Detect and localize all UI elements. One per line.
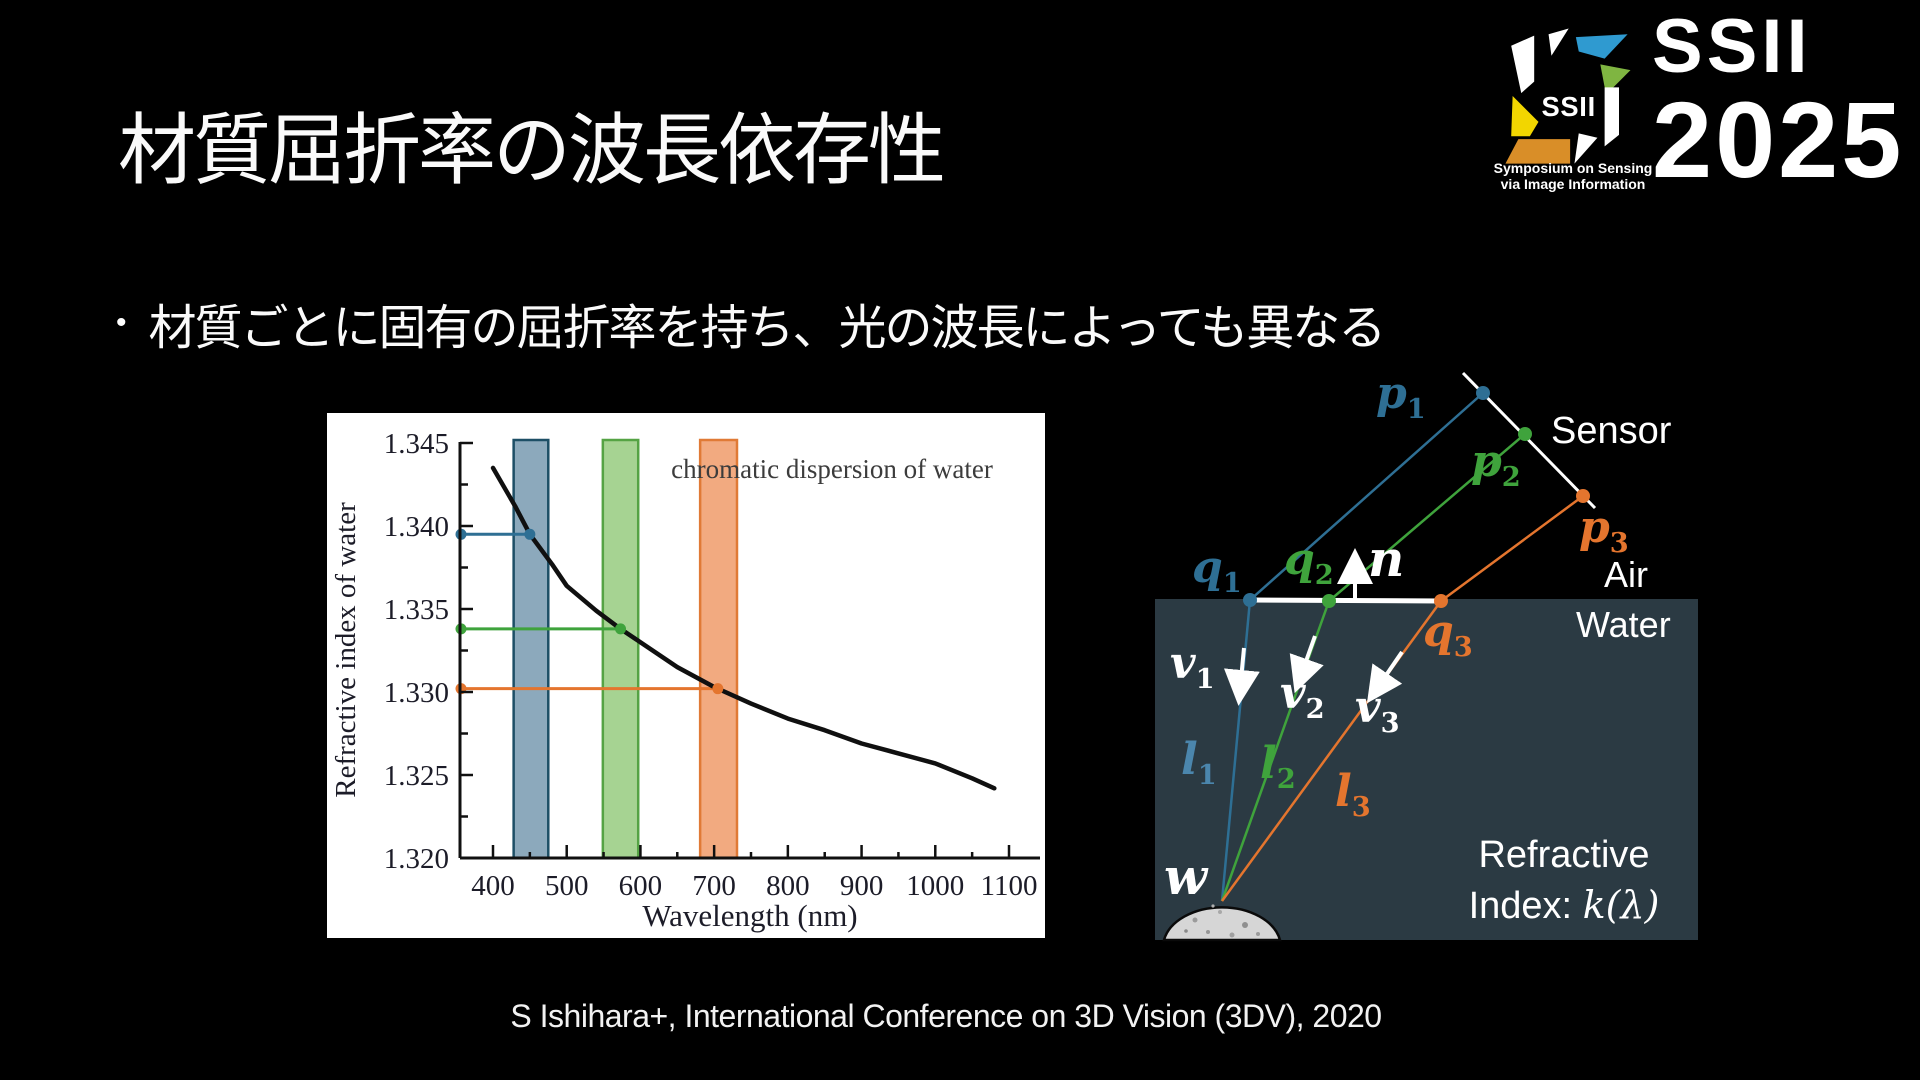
label-w: w — [1164, 847, 1208, 906]
dispersion-plot: 1.345 1.340 1.335 1.330 1.325 1.320 400 500 600 7… — [330, 428, 1040, 933]
label-v2: v2 — [1280, 668, 1325, 725]
svg-text:1.340: 1.340 — [384, 511, 449, 543]
air-label: Air — [1604, 554, 1648, 595]
ray-p3 — [1440, 494, 1584, 603]
svg-text:500: 500 — [545, 870, 589, 902]
water-label: Water — [1576, 604, 1671, 645]
logo-2025-text: 2025 — [1652, 78, 1905, 200]
svg-text:700: 700 — [692, 870, 736, 902]
svg-text:1000: 1000 — [906, 870, 964, 902]
ray-l3 — [1220, 600, 1443, 902]
svg-text:1.335: 1.335 — [384, 594, 449, 626]
label-q3: q3 — [1423, 606, 1473, 663]
logo-tagline: Symposium on Sensing via Image Informati… — [1493, 160, 1653, 192]
svg-text:1100: 1100 — [981, 870, 1038, 902]
svg-text:400: 400 — [471, 870, 515, 902]
svg-text:800: 800 — [766, 870, 810, 902]
k-lambda-expression: k(λ) — [1582, 883, 1660, 927]
citation-text: S Ishihara+, International Conference on… — [510, 998, 1382, 1034]
logo-icon-text: SSII — [1541, 91, 1595, 122]
label-n: n — [1368, 529, 1405, 588]
sensor-point-p3 — [1576, 489, 1590, 503]
sensor-label: Sensor — [1551, 410, 1672, 452]
label-p1: p1 — [1376, 368, 1426, 425]
label-l3: l3 — [1335, 766, 1371, 823]
svg-text:1.330: 1.330 — [384, 677, 449, 709]
v2-arrow — [1289, 635, 1324, 694]
ray-p1 — [1249, 392, 1484, 601]
label-q2: q2 — [1284, 534, 1334, 591]
marker-lines — [461, 532, 718, 691]
dispersion-curve — [490, 465, 997, 791]
label-p3: p3 — [1579, 502, 1629, 559]
bullet-text: 材質ごとに固有の屈折率を持ち、光の波長によっても異なる — [148, 302, 1387, 355]
page-title: 材質屈折率の波長依存性 — [118, 106, 946, 194]
v3-arrow — [1366, 650, 1404, 704]
label-v3: v3 — [1355, 682, 1400, 739]
svg-text:600: 600 — [619, 870, 663, 902]
label-q1: q1 — [1192, 542, 1242, 599]
surface-point-q3 — [1434, 594, 1448, 608]
label-l2: l2 — [1260, 738, 1296, 795]
refraction-diagram — [1155, 371, 1698, 942]
water-surface-line — [1249, 597, 1443, 604]
surface-point-q2 — [1322, 594, 1336, 608]
label-v1: v1 — [1170, 638, 1215, 695]
bullet-marker: • — [116, 306, 127, 339]
svg-text:1.325: 1.325 — [384, 760, 449, 792]
sensor-point-p1 — [1476, 386, 1490, 400]
ssii-aperture-logo-icon: SSII — [1505, 28, 1631, 164]
pebble — [1162, 904, 1282, 942]
refractive-index-label: Refractive Index: k(λ) — [1468, 834, 1660, 927]
axis-tick-labels: 1.345 1.340 1.335 1.330 1.325 1.320 400 500 600 7… — [384, 428, 1038, 902]
label-p2: p2 — [1471, 436, 1521, 493]
svg-text:1.345: 1.345 — [384, 428, 449, 460]
logo-wordmark: SSII 2025 — [1652, 4, 1905, 200]
sensor-point-p2 — [1518, 427, 1532, 441]
logo-ssii-text: SSII — [1652, 4, 1812, 89]
plot-title: chromatic dispersion of water — [671, 454, 993, 484]
wavelength-bands — [512, 438, 739, 860]
x-axis-label: Wavelength (nm) — [642, 898, 857, 933]
v1-arrow — [1223, 647, 1260, 706]
svg-text:900: 900 — [840, 870, 884, 902]
svg-text:1.320: 1.320 — [384, 843, 449, 875]
y-axis-label: Refractive index of water — [330, 502, 362, 798]
dispersion-chart-figure: 1.345 1.340 1.335 1.330 1.325 1.320 400 500 600 7… — [327, 413, 1045, 938]
label-l1: l1 — [1181, 734, 1217, 791]
surface-point-q1 — [1243, 593, 1257, 607]
bullet-line: • 材質ごとに固有の屈折率を持ち、光の波長によっても異なる — [116, 288, 1387, 358]
